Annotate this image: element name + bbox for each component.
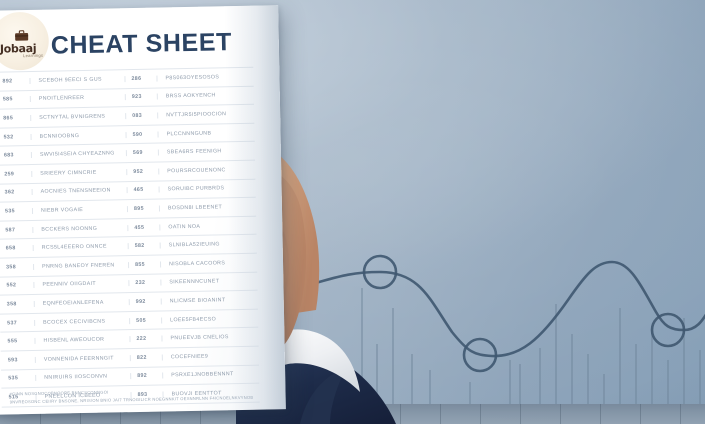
table-cell-label-left: NIEBR VOGAIE [31,206,128,214]
table-cell-num-right: 895 [126,205,160,213]
table-cell-num-right: 505 [129,317,162,324]
table-cell-label-left: SWVI5I4SEIA CHYEAZNNG [30,150,126,159]
table-cell-num-left: 552 [6,282,17,289]
page-title: CHEAT SHEET [50,28,233,60]
logo-tagline: Learnings [22,52,44,59]
table-cell-label-right: SORUIBC PURBRDS [158,185,256,193]
table-cell-num-right: 952 [126,168,159,175]
chart-node-markers [362,254,686,373]
table-cell-label-right: PNUEEVJB CNELIOS [161,333,259,342]
table-cell-num-right: 232 [128,279,161,287]
table-cell-num-right: 892 [130,372,163,380]
table-cell-num-right: 465 [126,186,159,194]
table-cell-num-right: 222 [129,335,162,343]
table-cell-num-left: 362 [4,189,15,196]
table-cell-num-left: 587 [5,226,16,234]
table-cell-label-left: BCOCEX CECIVIBCNS [34,317,130,326]
floor-band-divider [200,404,201,424]
floor-band-divider [40,404,41,424]
table-cell-label-left: BCCKERS NOONNG [32,224,128,233]
table-cell-num-right: 855 [127,261,161,268]
table-cell-label-right: SIKEENNNCUNET [160,277,258,286]
table-cell-num-right: 582 [127,242,160,250]
table-cell-label-left: PEENNIV OIIGDAIT [33,280,129,289]
table-cell-num-left: 535 [4,208,15,215]
chart-node-marker [362,254,398,290]
floor-band-divider [80,404,81,424]
floor-band-divider [600,404,601,424]
brand-logo: Jobaaj Learnings [0,11,53,73]
table-cell-label-left: AOCNIES TNENSNEEION [31,187,127,196]
table-cell-label-left: PNOITLENREER [29,94,125,103]
table-cell-label-right: P8S063OYESOSOS [156,73,254,82]
suit-lapel [300,368,346,424]
briefcase-icon [15,30,29,41]
floor-band-divider [560,404,561,424]
table-cell-label-right: PSRXE1JNOBBENNNT [162,370,260,379]
table-cell-label-right: PLCCNNNGUNB [157,129,255,138]
table-cell-num-right: 992 [128,298,161,306]
chart-node-marker [462,337,498,373]
table-cell-label-left: RCS5L4EEERO ONNCE [32,243,128,252]
floor-band-divider [400,404,401,424]
table-cell-label-left: SCEBOH 9EECI S GUS [29,75,125,84]
table-cell-label-left: SRIEERY CIMNCRIE [31,168,127,177]
table-cell-label-left: PNRNG BANEOY FNEREN [33,261,129,270]
table-cell-label-right: OATIN NOA [159,222,257,231]
table-cell-num-right: 569 [125,149,158,157]
table-cell-num-right: 822 [129,354,162,361]
table-cell-num-right: 083 [125,112,158,120]
table-cell-label-left: EQNFEOEIANLEFENA [33,299,129,307]
floor-band-divider [680,404,681,424]
cheat-sheet-table: 892 SCEBOH 9EECI S GUS 286 P8S063OYESOSOS 58… [0,66,260,408]
table-cell-label-left: BCNNIOOBNG [30,131,126,140]
table-cell-num-left: 358 [6,301,17,308]
table-cell-num-left: 537 [7,319,18,326]
footer-line: 9NVREOSONC CEIIRY BNSONE, NRIS/ON BNIO J… [9,394,254,405]
table-cell-label-right: NVTTJR5I5PIOOCION [157,110,255,119]
table-cell-label-right: COCEFNIEE9 [161,352,259,361]
chart-node-marker [650,312,686,348]
table-cell-num-left: 535 [8,375,19,382]
table-cell-label-right: LOEE5FB4ECSO [161,315,259,324]
table-cell-label-right: POURSRCOUENONC [158,166,256,175]
table-cell-num-right: 286 [124,75,157,82]
table-cell-num-right: 455 [127,224,160,231]
table-cell-num-left: 593 [7,356,18,364]
floor-band-divider [120,404,121,424]
table-cell-num-right: 923 [124,93,157,101]
table-cell-num-left: 658 [5,245,16,252]
floor-band-divider [160,404,161,424]
table-cell-label-right: SBEA6RS FEENIGH [157,147,255,156]
chart-line-path [298,260,705,358]
chart-tick-marks [361,288,701,404]
table-cell-label-left: SCTNYTAL BVNIGRENS [30,113,126,121]
table-cell-num-left: 683 [3,152,14,159]
table-cell-num-right: 590 [125,131,158,138]
floor-band-divider [520,404,521,424]
floor-band-divider [640,404,641,424]
table-cell-num-left: 585 [2,96,13,103]
table-cell-label-left: HISBENL AWEOUCOR [34,336,130,345]
table-cell-num-left: 865 [3,115,14,122]
sheet-footer-note: #GINN NOSGNOCOBNOORE BNNCSCONNGOI 9NVREOS… [9,387,259,408]
table-cell-label-right: SLNIBLA52IEUING [159,240,257,249]
table-cell-label-right: BRSS AOKYENCH [156,92,254,100]
table-cell-num-left: 259 [4,171,15,178]
table-cell-num-left: 532 [3,133,14,141]
floor-band-divider [480,404,481,424]
table-cell-label-right: NLICMSE BIOANINT [160,296,258,305]
table-cell-label-right: NISOBLA CACOORS [159,259,258,268]
floor-band-divider [440,404,441,424]
table-cell-num-left: 892 [2,78,13,85]
table-cell-num-left: 555 [7,338,18,345]
cheat-sheet-paper: Jobaaj Learnings CHEAT SHEET 892 SCEBOH 9… [0,5,286,415]
table-cell-label-left: VONNENIDA FEERNNGIT [34,354,130,363]
table-cell-label-left: NNIRUIRS IIOSCONVN [35,373,131,382]
table-cell-num-left: 358 [6,264,17,271]
table-cell-label-right: BOSDN8I LBEENET [158,203,257,212]
